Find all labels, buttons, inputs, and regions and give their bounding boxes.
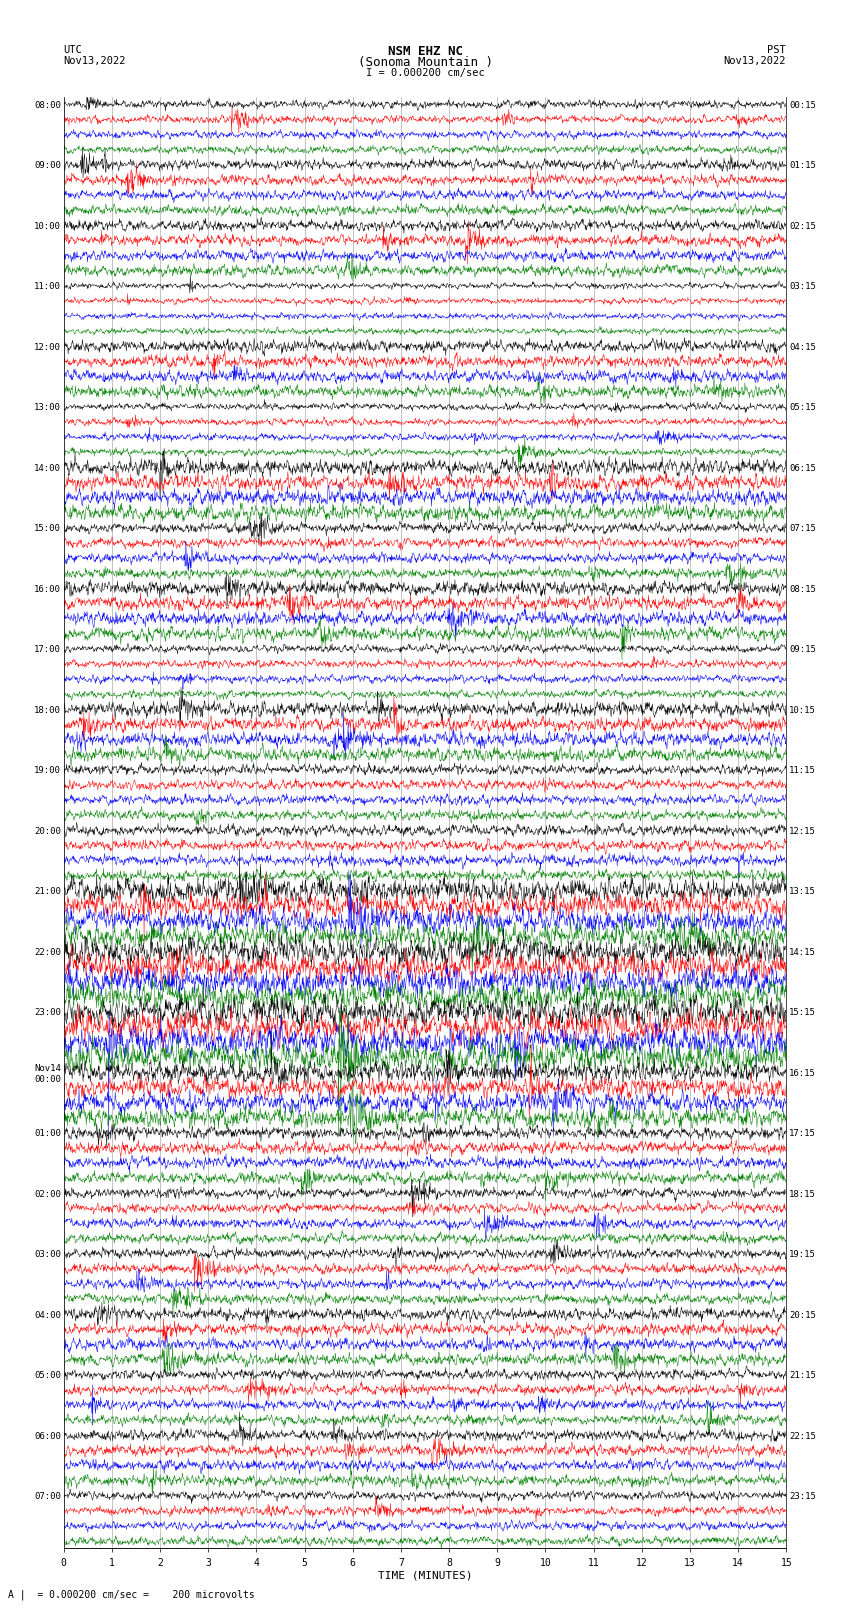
Text: Nov13,2022: Nov13,2022 xyxy=(64,56,127,66)
Text: PST: PST xyxy=(768,45,786,55)
Text: (Sonoma Mountain ): (Sonoma Mountain ) xyxy=(358,56,492,69)
Text: A |  = 0.000200 cm/sec =    200 microvolts: A | = 0.000200 cm/sec = 200 microvolts xyxy=(8,1589,255,1600)
Text: NSM EHZ NC: NSM EHZ NC xyxy=(388,45,462,58)
Text: I = 0.000200 cm/sec: I = 0.000200 cm/sec xyxy=(366,68,484,77)
X-axis label: TIME (MINUTES): TIME (MINUTES) xyxy=(377,1571,473,1581)
Text: UTC: UTC xyxy=(64,45,82,55)
Text: Nov13,2022: Nov13,2022 xyxy=(723,56,786,66)
